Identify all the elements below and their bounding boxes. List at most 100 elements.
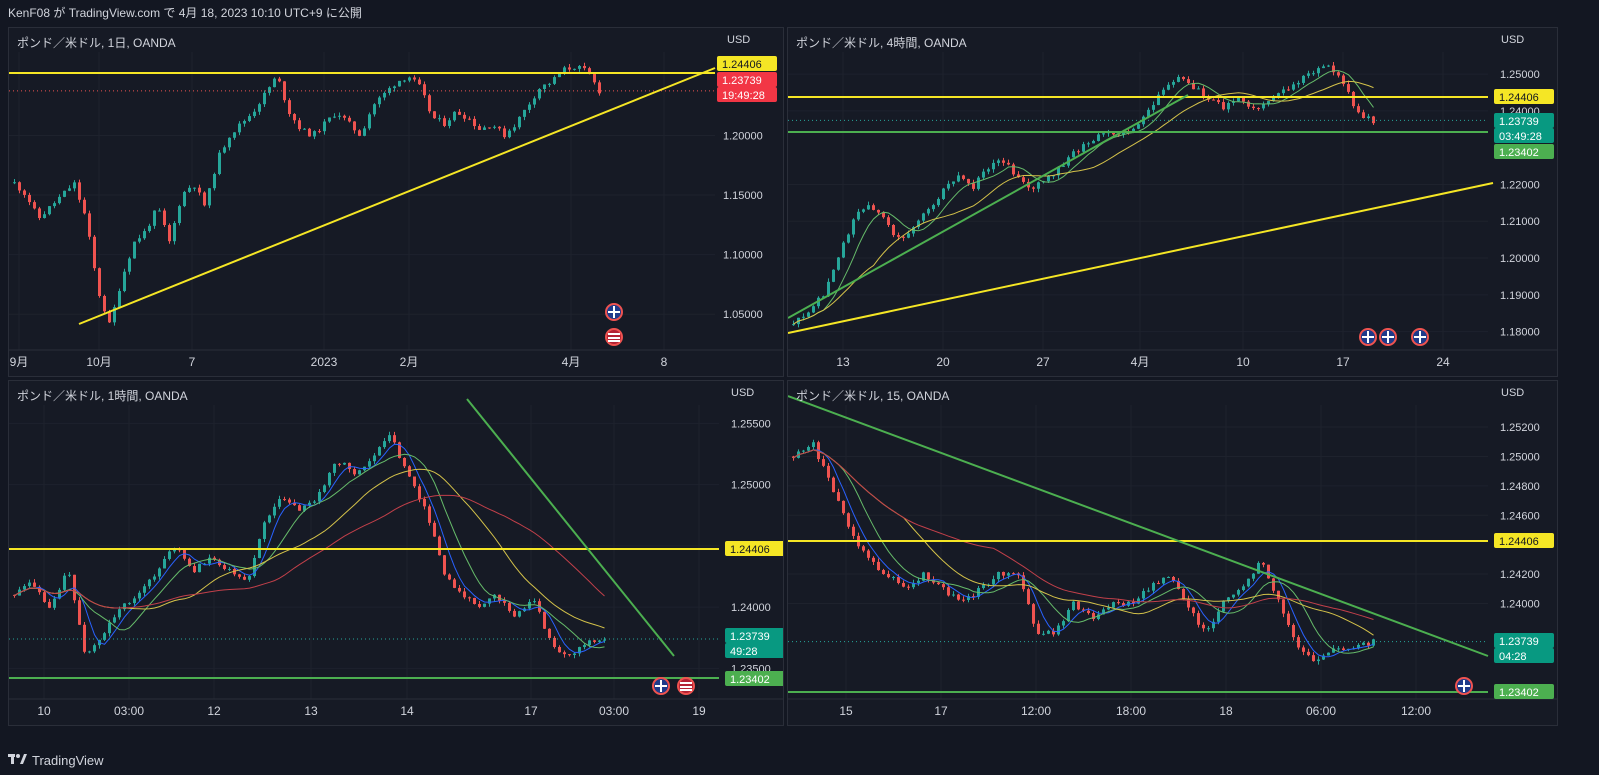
candle-up — [1312, 73, 1315, 75]
candle-up — [1317, 659, 1320, 662]
candle-up — [518, 611, 521, 617]
candle-down — [1307, 651, 1310, 656]
candle-down — [1292, 625, 1295, 638]
candle-up — [118, 291, 121, 308]
candle-up — [847, 234, 850, 243]
candle-up — [548, 83, 551, 85]
candle-down — [962, 175, 965, 179]
y-axis-tick-label: 1.24000 — [731, 602, 771, 614]
candle-down — [408, 466, 411, 477]
candle-down — [503, 600, 506, 603]
candle-up — [518, 116, 521, 128]
candle-down — [967, 178, 970, 184]
candle-down — [902, 583, 905, 587]
candle-up — [123, 271, 126, 292]
candle-down — [508, 602, 511, 611]
candle-up — [1007, 573, 1010, 576]
candle-down — [882, 570, 885, 575]
candle-down — [1302, 647, 1305, 652]
candle-up — [203, 563, 206, 565]
price-label-text: 1.23739 — [1499, 636, 1539, 648]
candle-up — [992, 162, 995, 170]
price-label-badge — [1494, 144, 1554, 159]
candle-up — [1237, 97, 1240, 102]
candle-up — [1257, 562, 1260, 574]
x-axis-tick-label: 10 — [37, 704, 51, 718]
candle-down — [98, 268, 101, 296]
candle-up — [1082, 144, 1085, 152]
candle-down — [403, 457, 406, 467]
price-label-badge — [1494, 684, 1554, 699]
candle-up — [383, 92, 386, 98]
candle-up — [1232, 594, 1235, 598]
candle-up — [1072, 151, 1075, 158]
candle-down — [468, 597, 471, 599]
candle-up — [937, 198, 940, 206]
candle-down — [163, 210, 166, 226]
candle-down — [927, 572, 930, 580]
candle-up — [997, 160, 1000, 163]
candle-up — [118, 609, 121, 618]
candle-down — [513, 610, 516, 617]
currency-label: USD — [731, 387, 755, 399]
candle-up — [513, 127, 516, 131]
chart-panel-1h[interactable]: 1.235001.240001.245001.250001.255001003:… — [8, 380, 784, 726]
price-label-text: 19:49:28 — [722, 90, 765, 102]
candle-up — [982, 584, 985, 589]
candle-down — [413, 77, 416, 80]
candle-up — [603, 639, 606, 641]
candle-down — [1287, 613, 1290, 626]
candle-up — [538, 89, 541, 99]
candle-down — [827, 465, 830, 478]
candle-up — [328, 472, 331, 486]
candle-down — [1012, 573, 1015, 575]
x-axis-tick-label: 2月 — [400, 355, 419, 369]
tradingview-logo-icon[interactable] — [8, 753, 28, 768]
chart-panel-15m[interactable]: 1.24000 1.24200 1.24600 1.24800 1.25000 1.252… — [787, 380, 1558, 726]
candle-up — [957, 175, 960, 182]
x-axis-tick-label: 20 — [936, 355, 950, 369]
candle-down — [1032, 187, 1035, 189]
x-axis-tick-label: 17 — [524, 704, 538, 718]
x-axis-tick-label: 4月 — [562, 355, 581, 369]
candle-down — [1187, 598, 1190, 608]
candle-up — [403, 80, 406, 82]
candle-up — [1222, 601, 1225, 612]
x-axis-tick-label: 12:00 — [1401, 704, 1431, 718]
candle-down — [1117, 602, 1120, 604]
x-axis-tick-label: 10月 — [86, 355, 111, 369]
candle-down — [308, 128, 311, 137]
candle-up — [1247, 578, 1250, 587]
chart-panel-daily[interactable]: 1.05000 1.10000 1.15000 1.20000 9月 10月 7 2023 2月… — [8, 27, 784, 377]
chart-canvas-15m[interactable]: 1.24000 1.24200 1.24600 1.24800 1.25000 1.252… — [788, 381, 1558, 726]
candle-up — [917, 580, 920, 583]
y-axis-tick-label: 1.24000 — [1500, 598, 1540, 610]
chart-canvas-4h[interactable]: 1.180001.190001.200001.210001.220001.240… — [788, 28, 1558, 377]
y-axis-tick-label: 1.05000 — [723, 309, 763, 321]
candle-up — [68, 574, 71, 576]
candle-up — [578, 65, 581, 69]
x-axis-tick-label: 18 — [1219, 704, 1233, 718]
currency-label: USD — [727, 34, 751, 46]
price-label-text: 49:28 — [730, 646, 758, 658]
chart-canvas-1h[interactable]: 1.235001.240001.245001.250001.255001003:… — [9, 381, 784, 726]
chart-panel-4h[interactable]: 1.18000 1.19000 1.20000 1.21000 1.22000 1.240… — [787, 27, 1558, 377]
y-axis-tick-label: 1.24800 — [1500, 481, 1540, 493]
candle-down — [1077, 601, 1080, 610]
chart-canvas-daily[interactable]: 1.05000 1.10000 1.15000 1.20000 9月 10月 7 2023 2月… — [9, 28, 784, 377]
candle-up — [1102, 133, 1105, 135]
candle-down — [338, 463, 341, 465]
candle-up — [1272, 96, 1275, 102]
candle-up — [263, 522, 266, 539]
candle-down — [428, 95, 431, 112]
price-label-badge — [725, 541, 783, 556]
candle-up — [213, 174, 216, 189]
uk-flag-icon — [1455, 677, 1473, 695]
x-axis-tick-label: 13 — [836, 355, 850, 369]
candle-down — [887, 217, 890, 225]
x-axis-tick-label: 9月 — [10, 355, 29, 369]
candle-up — [273, 78, 276, 88]
candle-down — [937, 582, 940, 585]
footer: TradingView — [8, 750, 104, 770]
candle-up — [318, 491, 321, 502]
